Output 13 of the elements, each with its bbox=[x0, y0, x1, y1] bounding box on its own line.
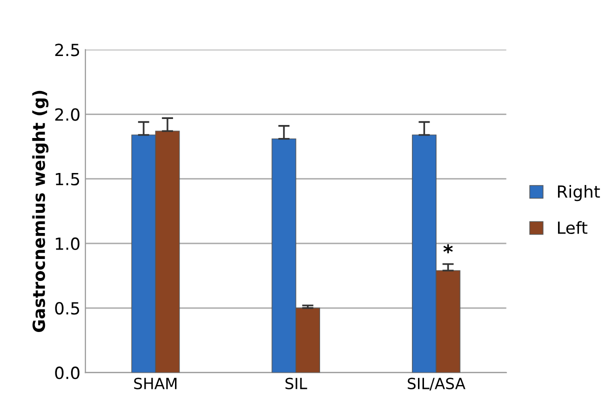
y-tick-label: 1.5 bbox=[56, 173, 80, 186]
y-tick-label: 1.0 bbox=[56, 237, 80, 250]
y-axis-title: Gastrocnemius weight (g) bbox=[32, 90, 48, 332]
y-tick-label: 2.5 bbox=[55, 44, 80, 56]
y-tick-label: 0.0 bbox=[55, 366, 80, 380]
legend-label: Left bbox=[558, 221, 588, 234]
legend-label: Right bbox=[558, 185, 600, 202]
y-tick-label: 2.0 bbox=[55, 108, 80, 121]
x-tick-label: SHAM bbox=[134, 378, 176, 390]
annotation: * bbox=[443, 244, 453, 254]
x-tick-label: SIL/ASA bbox=[408, 378, 466, 390]
y-tick-label: 0.5 bbox=[55, 302, 80, 315]
x-tick-label: SIL bbox=[286, 378, 308, 390]
